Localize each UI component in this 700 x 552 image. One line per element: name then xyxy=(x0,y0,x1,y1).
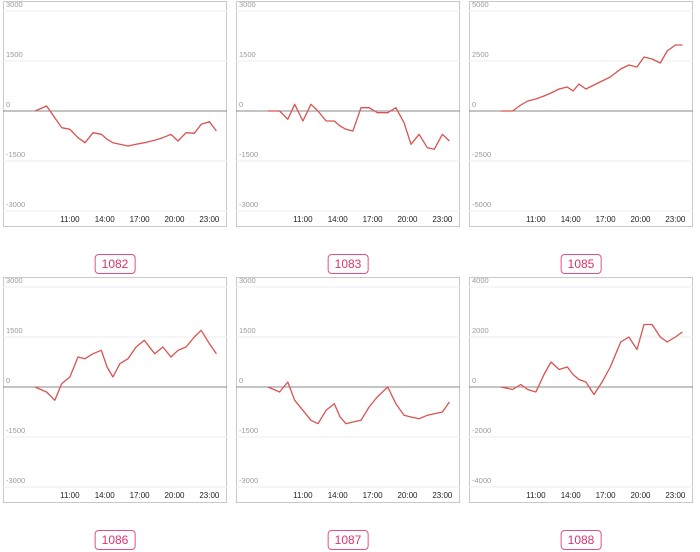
x-tick-label: 17:00 xyxy=(130,491,151,500)
line-chart-svg: 3000 1500 0 -1500 -3000 11:00 14:00 17:00 20:00 2… xyxy=(3,276,227,500)
y-tick-label: -1500 xyxy=(6,426,25,435)
x-tick-label: 14:00 xyxy=(561,491,582,500)
x-tick-label: 23:00 xyxy=(199,491,220,500)
x-tick-label: 14:00 xyxy=(328,491,349,500)
x-tick-label: 11:00 xyxy=(60,215,80,224)
line-chart-svg: 3000 1500 0 -1500 -3000 11:00 14:00 17:00 20:00 2… xyxy=(236,276,460,500)
chart-id-badge[interactable]: 1082 xyxy=(94,254,136,274)
y-tick-label: -4000 xyxy=(472,476,491,485)
chart-id-badge[interactable]: 1086 xyxy=(94,530,136,550)
y-tick-label: -3000 xyxy=(239,476,258,485)
y-tick-label: 3000 xyxy=(239,0,256,9)
y-tick-label: 0 xyxy=(239,376,243,385)
x-tick-label: 23:00 xyxy=(432,215,453,224)
series-line xyxy=(500,323,683,396)
chart-panel-1082: 3000 1500 0 -1500 -3000 11:00 14:00 17:00 20:00 2… xyxy=(0,0,230,276)
x-tick-label: 11:00 xyxy=(293,215,313,224)
x-tick-label: 17:00 xyxy=(130,215,151,224)
chart-frame xyxy=(236,1,460,227)
y-tick-label: -3000 xyxy=(239,200,258,209)
line-chart-svg: 4000 2000 0 -2000 -4000 11:00 14:00 17:00 20:00 2… xyxy=(469,276,693,500)
line-chart-svg: 3000 1500 0 -1500 -3000 11:00 14:00 17:00 20:00 2… xyxy=(236,0,460,224)
x-tick-label: 20:00 xyxy=(397,491,418,500)
y-tick-label: 0 xyxy=(6,376,10,385)
x-tick-label: 14:00 xyxy=(95,215,116,224)
line-chart-svg: 3000 1500 0 -1500 -3000 11:00 14:00 17:00 20:00 2… xyxy=(3,0,227,224)
chart-id-badge[interactable]: 1085 xyxy=(560,254,602,274)
x-tick-label: 11:00 xyxy=(526,215,546,224)
chart-panel-1085: 5000 2500 0 -2500 -5000 11:00 14:00 17:00 20:00 2… xyxy=(466,0,696,276)
chart-frame xyxy=(469,277,693,503)
y-tick-label: 0 xyxy=(239,100,243,109)
x-tick-label: 23:00 xyxy=(199,215,220,224)
x-tick-label: 11:00 xyxy=(293,491,313,500)
series-line xyxy=(501,44,683,112)
chart-panel-1087: 3000 1500 0 -1500 -3000 11:00 14:00 17:00 20:00 2… xyxy=(233,276,463,552)
x-tick-label: 20:00 xyxy=(164,491,185,500)
line-chart-svg: 5000 2500 0 -2500 -5000 11:00 14:00 17:00 20:00 2… xyxy=(469,0,693,224)
series-line xyxy=(34,105,217,147)
x-tick-label: 20:00 xyxy=(630,215,651,224)
y-tick-label: -3000 xyxy=(6,200,25,209)
y-tick-label: -1500 xyxy=(6,150,25,159)
x-tick-label: 14:00 xyxy=(95,491,116,500)
x-tick-label: 11:00 xyxy=(60,491,80,500)
chart-id-badge[interactable]: 1083 xyxy=(327,254,369,274)
series-line xyxy=(34,329,217,401)
y-tick-label: 3000 xyxy=(6,0,23,9)
y-tick-label: 4000 xyxy=(472,276,489,285)
x-tick-label: 17:00 xyxy=(363,491,384,500)
chart-id-badge[interactable]: 1088 xyxy=(560,530,602,550)
x-tick-label: 17:00 xyxy=(363,215,384,224)
y-tick-label: -1500 xyxy=(239,426,258,435)
x-tick-label: 20:00 xyxy=(397,215,418,224)
chart-id-badge[interactable]: 1087 xyxy=(327,530,369,550)
y-tick-label: 2000 xyxy=(472,326,489,335)
y-tick-label: -3000 xyxy=(6,476,25,485)
chart-frame xyxy=(3,1,227,227)
y-tick-label: 0 xyxy=(472,100,476,109)
y-tick-label: -2000 xyxy=(472,426,491,435)
y-tick-label: -2500 xyxy=(472,150,491,159)
x-tick-label: 17:00 xyxy=(596,491,617,500)
y-tick-label: -5000 xyxy=(472,200,491,209)
y-tick-label: 1500 xyxy=(6,326,23,335)
y-tick-label: 3000 xyxy=(6,276,23,285)
x-tick-label: 20:00 xyxy=(630,491,651,500)
chart-panel-1088: 4000 2000 0 -2000 -4000 11:00 14:00 17:00 20:00 2… xyxy=(466,276,696,552)
chart-panel-1086: 3000 1500 0 -1500 -3000 11:00 14:00 17:00 20:00 2… xyxy=(0,276,230,552)
y-tick-label: -1500 xyxy=(239,150,258,159)
y-tick-label: 1500 xyxy=(239,326,256,335)
y-tick-label: 2500 xyxy=(472,50,489,59)
x-tick-label: 23:00 xyxy=(665,491,686,500)
y-tick-label: 3000 xyxy=(239,276,256,285)
y-tick-label: 1500 xyxy=(239,50,256,59)
y-tick-label: 1500 xyxy=(6,50,23,59)
chart-panel-1083: 3000 1500 0 -1500 -3000 11:00 14:00 17:00 20:00 2… xyxy=(233,0,463,276)
x-tick-label: 17:00 xyxy=(596,215,617,224)
x-tick-label: 14:00 xyxy=(561,215,582,224)
x-tick-label: 23:00 xyxy=(665,215,686,224)
x-tick-label: 14:00 xyxy=(328,215,349,224)
chart-frame xyxy=(469,1,693,227)
x-tick-label: 20:00 xyxy=(164,215,185,224)
y-tick-label: 0 xyxy=(472,376,476,385)
x-tick-label: 11:00 xyxy=(526,491,546,500)
y-tick-label: 0 xyxy=(6,100,10,109)
series-line xyxy=(267,381,450,425)
x-tick-label: 23:00 xyxy=(432,491,453,500)
series-line xyxy=(268,103,450,150)
y-tick-label: 5000 xyxy=(472,0,489,9)
